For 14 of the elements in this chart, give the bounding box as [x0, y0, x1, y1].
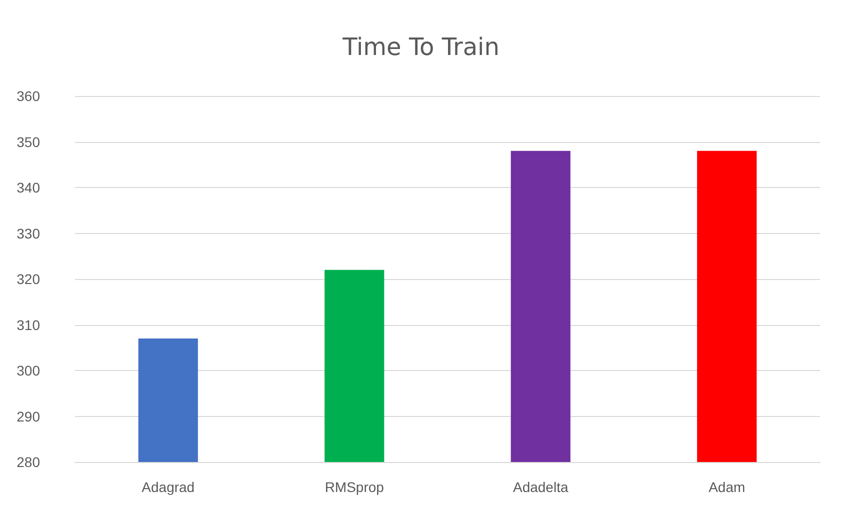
- y-tick-label: 340: [16, 180, 40, 196]
- x-tick-label: Adam: [708, 479, 746, 495]
- x-tick-label: Adagrad: [142, 479, 195, 495]
- y-tick-label: 300: [16, 362, 40, 378]
- y-tick-label: 290: [16, 408, 40, 424]
- y-tick-label: 360: [16, 88, 40, 104]
- y-tick-label: 350: [16, 134, 40, 150]
- x-tick-label: RMSprop: [324, 479, 384, 495]
- y-tick-label: 280: [16, 454, 40, 470]
- y-tick-label: 330: [16, 225, 40, 242]
- chart-title: Time To Train: [342, 33, 500, 61]
- y-tick-label: 310: [16, 316, 40, 333]
- x-tick-label: Adadelta: [512, 479, 568, 495]
- y-tick-label: 320: [16, 271, 40, 287]
